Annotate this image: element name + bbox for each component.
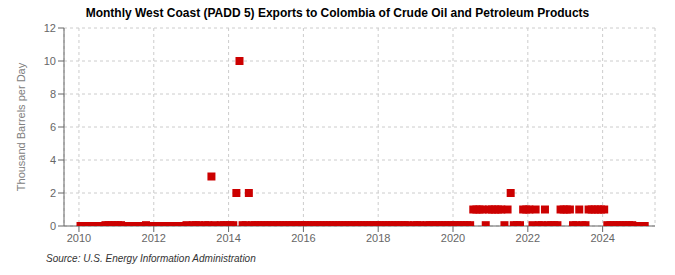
svg-text:2014: 2014: [216, 232, 240, 244]
svg-text:4: 4: [50, 154, 56, 166]
svg-text:2010: 2010: [67, 232, 91, 244]
svg-text:0: 0: [50, 220, 56, 232]
svg-text:12: 12: [44, 22, 56, 34]
svg-text:2: 2: [50, 187, 56, 199]
svg-text:2022: 2022: [516, 232, 540, 244]
svg-text:2016: 2016: [291, 232, 315, 244]
svg-text:2020: 2020: [441, 232, 465, 244]
svg-text:10: 10: [44, 55, 56, 67]
svg-text:8: 8: [50, 88, 56, 100]
svg-text:2018: 2018: [366, 232, 390, 244]
svg-text:2012: 2012: [142, 232, 166, 244]
svg-text:6: 6: [50, 121, 56, 133]
svg-text:Thousand Barrels per Day: Thousand Barrels per Day: [15, 62, 27, 191]
html-text:Source: U.S. Energy Informatio: Source: U.S. Energy Information Administ…: [46, 253, 256, 264]
svg-text:2024: 2024: [590, 232, 614, 244]
html-text:Monthly West Coast (PADD 5) Ex: Monthly West Coast (PADD 5) Exports to C…: [85, 6, 590, 20]
